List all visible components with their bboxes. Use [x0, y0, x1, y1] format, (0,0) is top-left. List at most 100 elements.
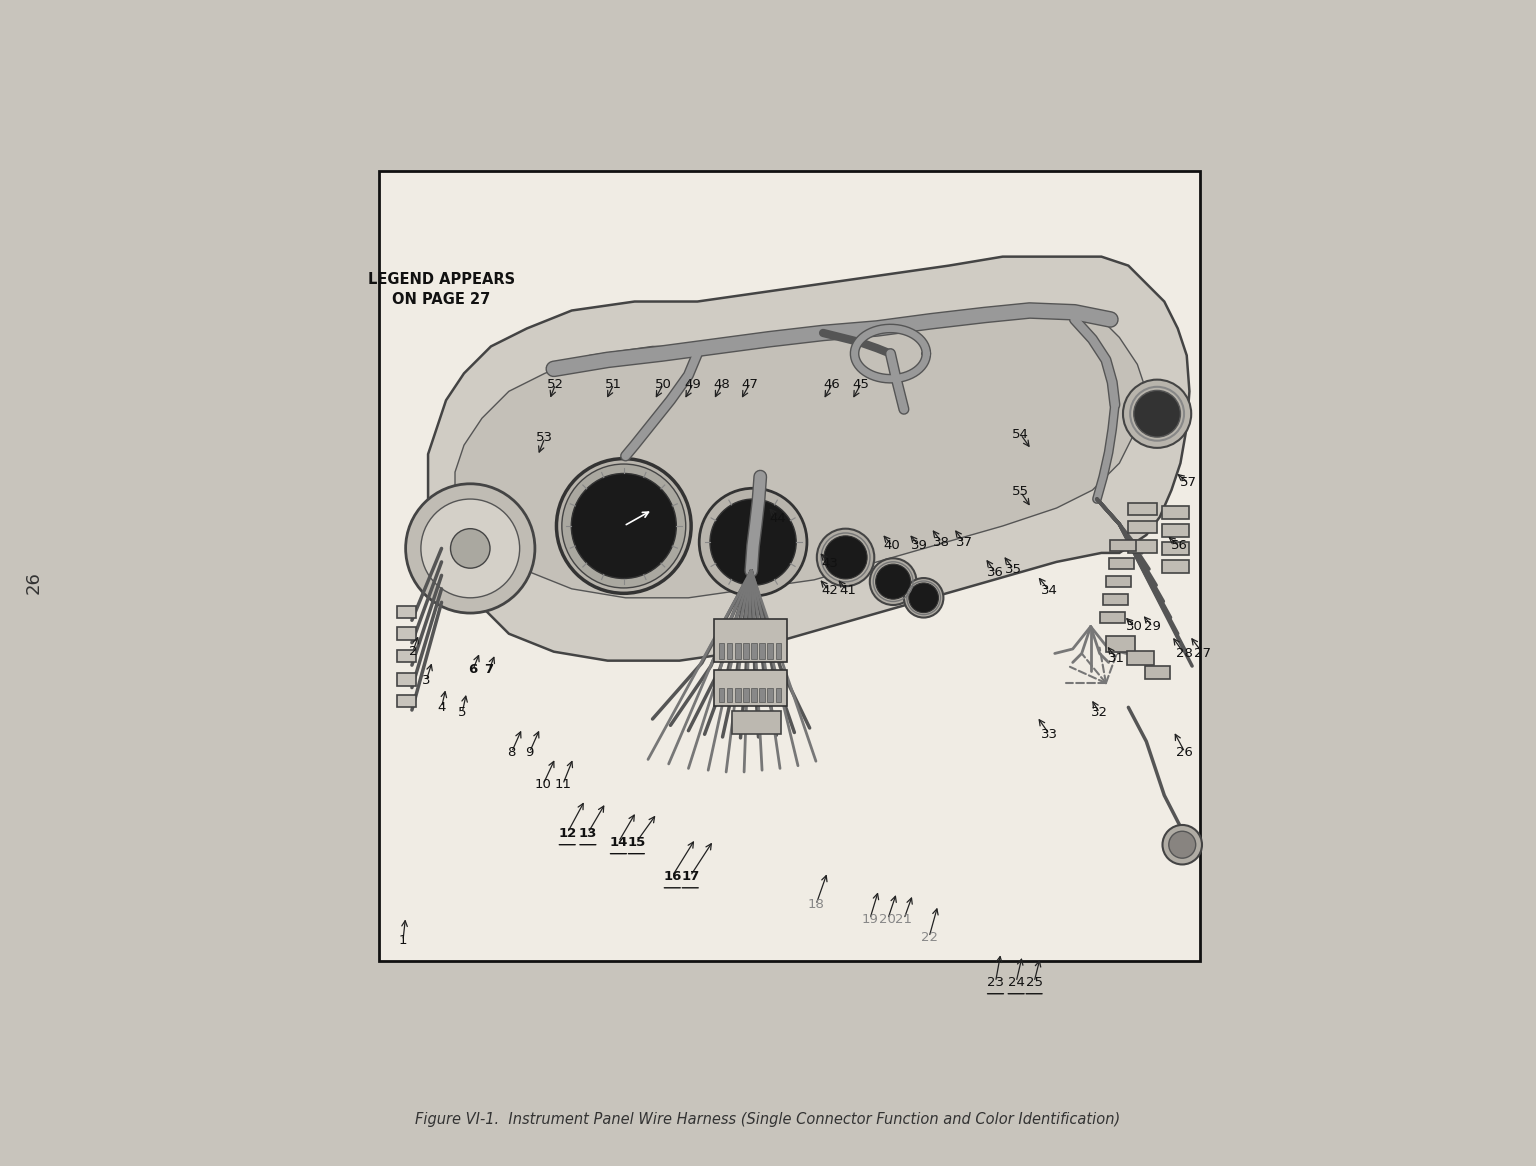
Circle shape [571, 473, 676, 578]
Bar [719, 688, 725, 702]
Text: 28: 28 [1175, 647, 1192, 660]
Circle shape [421, 499, 519, 598]
Circle shape [556, 458, 691, 593]
Text: 47: 47 [740, 378, 757, 391]
Bar [396, 606, 416, 618]
Bar [1163, 560, 1189, 573]
Text: 9: 9 [525, 746, 533, 759]
Bar [1144, 666, 1170, 679]
Text: 29: 29 [1144, 620, 1161, 633]
Text: 36: 36 [988, 567, 1005, 580]
Bar [768, 642, 773, 659]
Circle shape [1169, 831, 1195, 858]
Bar [412, 536, 475, 577]
Text: 12: 12 [558, 827, 576, 840]
Text: LEGEND APPEARS: LEGEND APPEARS [369, 272, 515, 287]
Text: 20: 20 [879, 913, 895, 926]
Text: 10: 10 [535, 778, 551, 791]
Text: 2: 2 [409, 645, 418, 658]
Bar [1111, 540, 1135, 552]
Circle shape [450, 528, 490, 568]
Text: 34: 34 [1041, 584, 1058, 597]
Circle shape [869, 559, 917, 605]
Bar [396, 627, 416, 640]
Text: 8: 8 [507, 746, 516, 759]
Text: 6: 6 [468, 663, 478, 676]
Bar [1129, 503, 1157, 515]
Text: 11: 11 [554, 778, 571, 791]
Circle shape [1123, 380, 1192, 448]
Circle shape [823, 536, 868, 580]
Text: 46: 46 [823, 378, 840, 391]
Text: 31: 31 [1107, 652, 1126, 666]
Text: 49: 49 [685, 378, 702, 391]
Bar [396, 673, 416, 686]
Text: 5: 5 [458, 707, 467, 719]
Bar [1100, 612, 1124, 623]
Circle shape [699, 489, 806, 596]
Text: 1: 1 [399, 934, 407, 947]
Text: 32: 32 [1091, 707, 1107, 719]
Text: 7: 7 [484, 663, 493, 676]
Bar [1106, 576, 1130, 586]
Circle shape [562, 464, 685, 588]
Text: 37: 37 [955, 535, 972, 549]
Text: 14: 14 [610, 836, 628, 849]
Circle shape [876, 564, 911, 599]
Polygon shape [429, 257, 1189, 661]
Text: 23: 23 [988, 976, 1005, 989]
Text: 18: 18 [808, 898, 825, 912]
Text: Figure VI-1.  Instrument Panel Wire Harness (Single Connector Function and Color: Figure VI-1. Instrument Panel Wire Harne… [415, 1112, 1121, 1126]
Text: 25: 25 [1026, 976, 1043, 989]
Bar [714, 619, 786, 662]
Text: 53: 53 [536, 431, 553, 444]
Text: 3: 3 [422, 674, 430, 687]
Bar [727, 642, 733, 659]
Polygon shape [455, 310, 1146, 598]
Bar [736, 642, 740, 659]
Bar [1163, 542, 1189, 555]
Text: 48: 48 [713, 378, 730, 391]
Text: 52: 52 [547, 378, 564, 391]
Bar [776, 688, 780, 702]
Text: ON PAGE 27: ON PAGE 27 [392, 293, 490, 307]
Text: 35: 35 [1005, 562, 1021, 576]
Text: 19: 19 [862, 913, 879, 926]
Circle shape [710, 499, 796, 585]
Bar [751, 642, 757, 659]
Text: 50: 50 [654, 378, 671, 391]
Text: 41: 41 [839, 584, 856, 597]
Bar [1163, 506, 1189, 519]
Text: 15: 15 [627, 836, 645, 849]
Text: 54: 54 [1012, 428, 1029, 441]
Text: 51: 51 [605, 378, 622, 391]
Text: 26: 26 [1177, 746, 1193, 759]
Text: 21: 21 [895, 913, 912, 926]
Bar [743, 688, 748, 702]
Text: 57: 57 [1180, 477, 1197, 490]
Bar [719, 642, 725, 659]
Bar [751, 688, 757, 702]
Circle shape [1163, 826, 1203, 864]
Circle shape [909, 583, 938, 612]
Circle shape [1134, 391, 1181, 437]
Bar [1126, 651, 1154, 665]
Text: 39: 39 [911, 539, 928, 553]
Text: 4: 4 [438, 701, 445, 714]
Text: 24: 24 [1008, 976, 1025, 989]
Text: 13: 13 [579, 827, 598, 840]
Bar [1106, 635, 1135, 652]
Text: 17: 17 [680, 870, 699, 883]
Text: 27: 27 [1195, 647, 1212, 660]
Text: 56: 56 [1170, 539, 1187, 553]
Bar [1103, 595, 1129, 605]
Circle shape [406, 484, 535, 613]
Text: 22: 22 [920, 930, 937, 943]
Bar [714, 669, 786, 705]
Bar [1163, 525, 1189, 536]
Bar [759, 688, 765, 702]
Bar [768, 688, 773, 702]
Circle shape [817, 528, 874, 586]
Bar [776, 642, 780, 659]
Text: 16: 16 [664, 870, 682, 883]
